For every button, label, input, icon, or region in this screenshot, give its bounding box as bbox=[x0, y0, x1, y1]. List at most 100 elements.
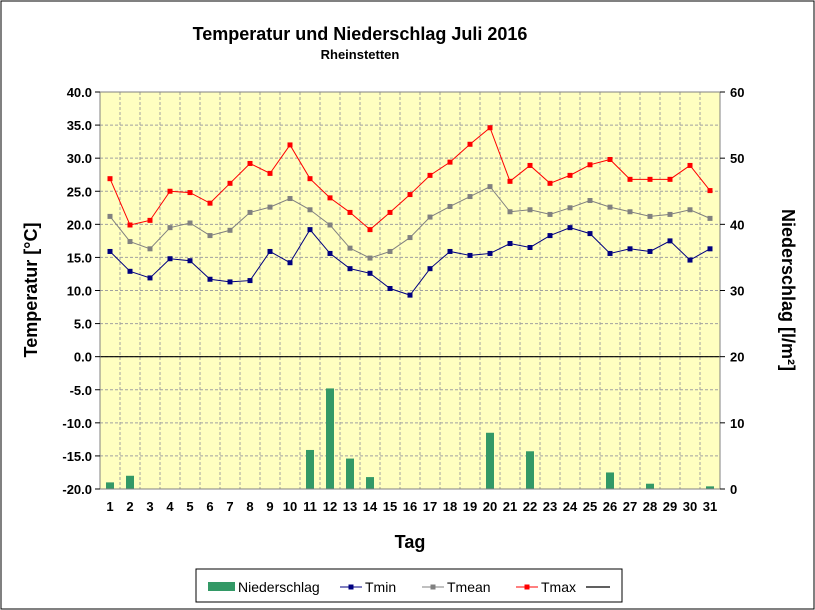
legend bbox=[195, 568, 623, 603]
bar-niederschlag bbox=[326, 388, 334, 489]
y-tick-label: 35.0 bbox=[67, 118, 92, 133]
point-tmax bbox=[687, 162, 693, 168]
point-tmax bbox=[287, 142, 293, 148]
point-tmax bbox=[607, 156, 613, 162]
y-axis-left: 40.0 35.0 30.0 25.0 20.0 15.0 10.0 5.0 0.0 -5.0 -1… bbox=[62, 85, 100, 497]
point-tmax bbox=[387, 209, 393, 215]
point-tmax bbox=[467, 141, 473, 147]
x-tick-label: 5 bbox=[186, 499, 193, 514]
y2-tick-label: 0 bbox=[730, 482, 737, 497]
y-axis-right: 60 50 40 30 20 10 0 bbox=[720, 85, 744, 497]
point-tmax bbox=[647, 176, 653, 182]
point-tmean bbox=[247, 209, 253, 215]
y2-tick-label: 40 bbox=[730, 217, 744, 232]
x-tick-label: 9 bbox=[266, 499, 273, 514]
y-tick-label: 10.0 bbox=[67, 284, 92, 299]
x-tick-label: 21 bbox=[503, 499, 517, 514]
legend-items: Niederschlag Tmin Tmean Tmax bbox=[208, 579, 610, 595]
x-tick-label: 18 bbox=[443, 499, 457, 514]
point-tmax bbox=[547, 180, 553, 186]
point-tmean bbox=[347, 245, 353, 251]
point-tmax bbox=[407, 192, 413, 198]
point-tmin bbox=[467, 252, 473, 258]
point-tmax bbox=[187, 190, 193, 196]
point-tmean bbox=[507, 209, 513, 215]
point-tmean bbox=[227, 227, 233, 233]
legend-marker-tmax bbox=[524, 584, 530, 590]
x-tick-label: 25 bbox=[583, 499, 597, 514]
point-tmax bbox=[527, 162, 533, 168]
point-tmean bbox=[147, 246, 153, 252]
point-tmax bbox=[307, 176, 313, 182]
y-tick-label: 25.0 bbox=[67, 184, 92, 199]
point-tmean bbox=[307, 207, 313, 213]
legend-label-tmin: Tmin bbox=[365, 579, 396, 595]
point-tmin bbox=[487, 250, 493, 256]
x-tick-label: 14 bbox=[363, 499, 378, 514]
temperature-lines bbox=[107, 125, 713, 298]
point-tmean bbox=[667, 211, 673, 217]
point-tmax bbox=[207, 200, 213, 206]
y-tick-label: 0.0 bbox=[74, 350, 92, 365]
y2-axis-label: Niederschlag [l/m²] bbox=[778, 209, 798, 371]
point-tmax bbox=[487, 125, 493, 131]
point-tmax bbox=[267, 170, 273, 176]
x-tick-label: 30 bbox=[683, 499, 697, 514]
point-tmin bbox=[347, 266, 353, 272]
point-tmin bbox=[647, 248, 653, 254]
point-tmax bbox=[627, 176, 633, 182]
x-tick-label: 11 bbox=[303, 499, 317, 514]
point-tmin bbox=[547, 233, 553, 239]
point-tmean bbox=[327, 222, 333, 228]
bar-niederschlag bbox=[646, 483, 654, 489]
point-tmax bbox=[127, 222, 133, 228]
x-tick-label: 24 bbox=[563, 499, 578, 514]
x-tick-label: 3 bbox=[146, 499, 153, 514]
point-tmax bbox=[567, 172, 573, 178]
point-tmax bbox=[247, 160, 253, 166]
point-tmin bbox=[387, 286, 393, 292]
point-tmin bbox=[107, 248, 113, 254]
bar-niederschlag bbox=[306, 449, 314, 489]
x-tick-label: 27 bbox=[623, 499, 637, 514]
chart-title: Temperatur und Niederschlag Juli 2016 bbox=[193, 24, 528, 44]
y-axis-label: Temperatur [°C] bbox=[21, 223, 41, 358]
point-tmean bbox=[267, 204, 273, 210]
x-tick-label: 10 bbox=[283, 499, 297, 514]
point-tmax bbox=[667, 176, 673, 182]
point-tmean bbox=[487, 184, 493, 190]
chart-subtitle: Rheinstetten bbox=[321, 47, 400, 62]
point-tmean bbox=[107, 213, 113, 219]
point-tmax bbox=[447, 159, 453, 165]
point-tmean bbox=[447, 203, 453, 209]
point-tmin bbox=[187, 258, 193, 264]
point-tmin bbox=[667, 238, 673, 244]
point-tmean bbox=[647, 213, 653, 219]
x-axis-label: Tag bbox=[395, 532, 426, 552]
point-tmin bbox=[567, 225, 573, 231]
x-tick-label: 19 bbox=[463, 499, 477, 514]
legend-marker-tmean bbox=[430, 584, 436, 590]
precipitation-bars bbox=[106, 388, 714, 489]
point-tmax bbox=[507, 178, 513, 184]
x-tick-label: 13 bbox=[343, 499, 357, 514]
point-tmin bbox=[127, 268, 133, 274]
legend-label-niederschlag: Niederschlag bbox=[238, 579, 320, 595]
x-tick-label: 12 bbox=[323, 499, 337, 514]
x-tick-label: 22 bbox=[523, 499, 537, 514]
point-tmean bbox=[567, 205, 573, 211]
y2-tick-label: 50 bbox=[730, 151, 744, 166]
bar-niederschlag bbox=[606, 472, 614, 489]
x-tick-label: 20 bbox=[483, 499, 497, 514]
legend-swatch-niederschlag bbox=[208, 582, 235, 591]
point-tmean bbox=[187, 220, 193, 226]
point-tmean bbox=[387, 248, 393, 254]
point-tmean bbox=[167, 225, 173, 231]
y-tick-label: 20.0 bbox=[67, 217, 92, 232]
point-tmean bbox=[587, 198, 593, 204]
x-tick-label: 6 bbox=[206, 499, 213, 514]
point-tmin bbox=[587, 231, 593, 237]
point-tmax bbox=[707, 188, 713, 194]
y-tick-label: -15.0 bbox=[62, 449, 92, 464]
x-tick-label: 1 bbox=[106, 499, 113, 514]
